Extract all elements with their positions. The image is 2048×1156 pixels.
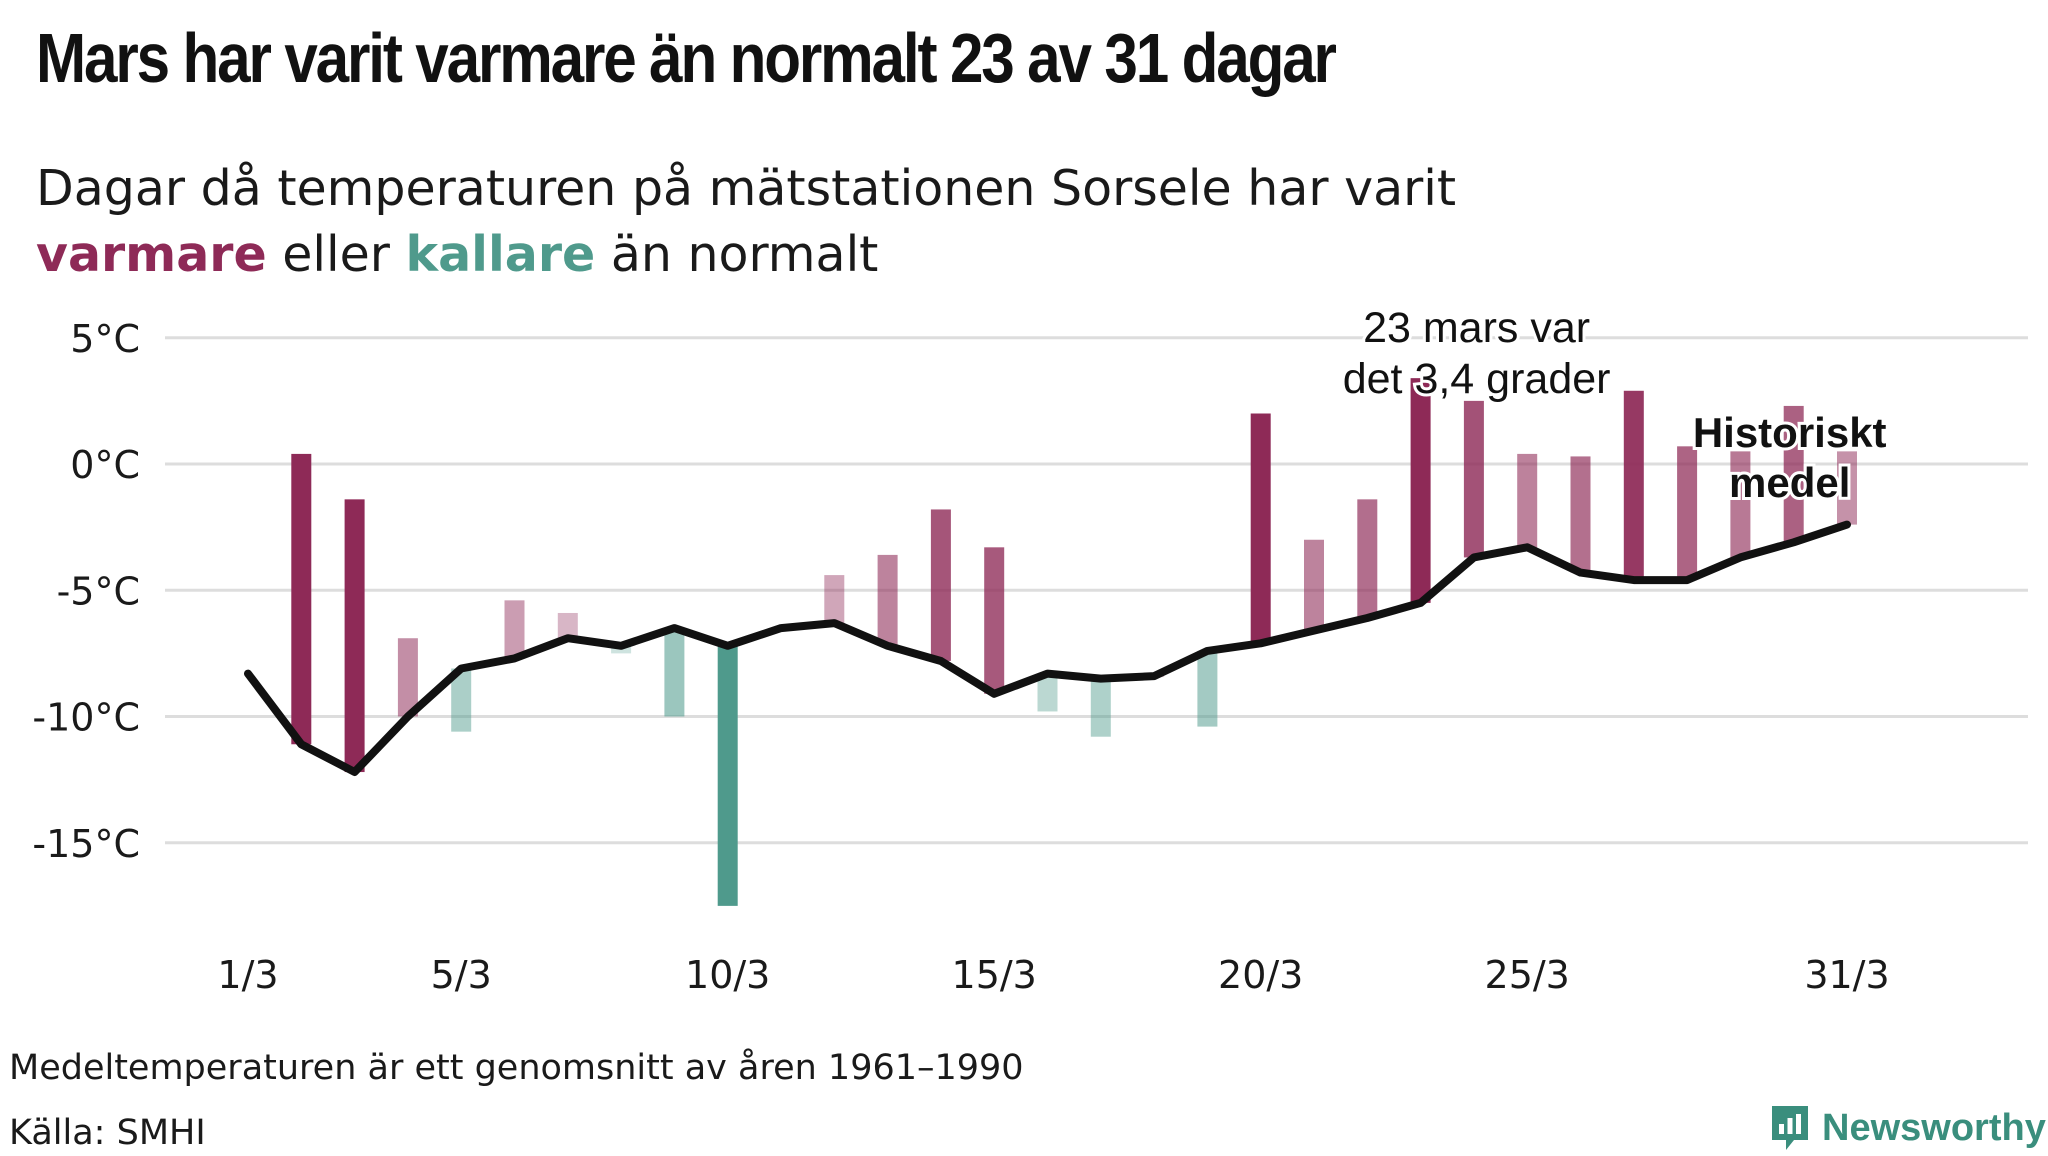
bar-day-28 xyxy=(1677,446,1698,581)
bar-day-26 xyxy=(1570,456,1591,573)
chart-subtitle: Dagar då temperaturen på mätstationen So… xyxy=(36,156,1456,288)
x-axis-ticks: 1/3 5/3 10/3 15/3 20/3 25/3 31/3 xyxy=(217,953,1889,997)
bar-day-24 xyxy=(1463,400,1484,558)
subtitle-line-1: Dagar då temperaturen på mätstationen So… xyxy=(36,160,1457,217)
subtitle-warmer: varmare xyxy=(36,226,267,283)
temperature-chart: 5°C 0°C -5°C -10°C -15°C 1/3 5/3 10/3 15/3 20/3 2… xyxy=(32,301,2028,997)
mean-line xyxy=(244,520,1851,776)
subtitle-colder: kallare xyxy=(405,226,596,283)
x-tick-label: 15/3 xyxy=(952,953,1037,997)
bar-day-19 xyxy=(1197,650,1218,727)
y-tick-label: -5°C xyxy=(57,569,140,613)
bar-day-4 xyxy=(397,638,418,717)
bar-day-16 xyxy=(1037,673,1058,712)
y-tick-label: 0°C xyxy=(70,443,140,487)
newsworthy-logo-icon xyxy=(1772,1106,1808,1150)
bar-day-25 xyxy=(1517,453,1538,548)
x-tick-label: 31/3 xyxy=(1804,953,1889,997)
bar-day-2 xyxy=(291,453,312,745)
annotation-historiskt-medel-line-2: medel xyxy=(1729,459,1850,506)
x-tick-label: 5/3 xyxy=(431,953,492,997)
chart-title: Mars har varit varmare än normalt 23 av … xyxy=(36,19,1337,97)
x-tick-label: 25/3 xyxy=(1485,953,1570,997)
annotation-23-mars-line-1: 23 mars var xyxy=(1363,304,1590,352)
x-tick-label: 1/3 xyxy=(217,953,278,997)
grid-lines xyxy=(165,336,2028,845)
bar-day-6 xyxy=(504,600,525,659)
x-tick-label: 20/3 xyxy=(1218,953,1303,997)
brand-logo: Newsworthy xyxy=(1768,1100,2046,1156)
bar-day-12 xyxy=(824,575,845,624)
bar-day-27 xyxy=(1623,390,1644,581)
bar-day-10 xyxy=(717,645,738,906)
bar-day-15 xyxy=(984,547,1005,694)
annotation-23-mars-line-2: det 3,4 grader xyxy=(1343,355,1611,403)
subtitle-or: eller xyxy=(282,226,390,283)
bar-day-17 xyxy=(1090,678,1111,737)
bar-day-30 xyxy=(1783,405,1804,543)
subtitle-line-2: varmare eller kallare än normalt xyxy=(36,222,1456,288)
y-tick-label: -10°C xyxy=(32,696,140,740)
brand-name: Newsworthy xyxy=(1822,1106,2046,1149)
footnote: Medeltemperaturen är ett genomsnitt av å… xyxy=(9,1048,1024,1088)
y-axis-ticks: 5°C 0°C -5°C -10°C -15°C xyxy=(32,317,140,866)
bar-day-7 xyxy=(557,612,578,639)
annotation-historiskt-medel-line-1: Historiskt xyxy=(1693,409,1887,456)
subtitle-than-normal: än normalt xyxy=(610,226,879,283)
x-tick-label: 10/3 xyxy=(685,953,770,997)
mean-line-path xyxy=(244,520,1851,776)
y-tick-label: 5°C xyxy=(70,317,140,361)
bar-day-31 xyxy=(1837,451,1857,525)
bar-day-20 xyxy=(1250,413,1271,644)
y-tick-label: -15°C xyxy=(32,822,140,866)
bar-day-23 xyxy=(1410,378,1431,603)
bar-day-29 xyxy=(1730,451,1751,558)
bar-day-22 xyxy=(1357,499,1378,619)
bar-day-9 xyxy=(664,628,685,717)
bars xyxy=(291,378,1857,906)
bar-day-21 xyxy=(1304,539,1324,631)
bar-day-5 xyxy=(451,668,472,732)
bar-day-13 xyxy=(877,554,898,646)
bar-day-3 xyxy=(344,499,365,773)
bar-day-14 xyxy=(930,509,951,661)
source: Källa: SMHI xyxy=(9,1113,206,1153)
